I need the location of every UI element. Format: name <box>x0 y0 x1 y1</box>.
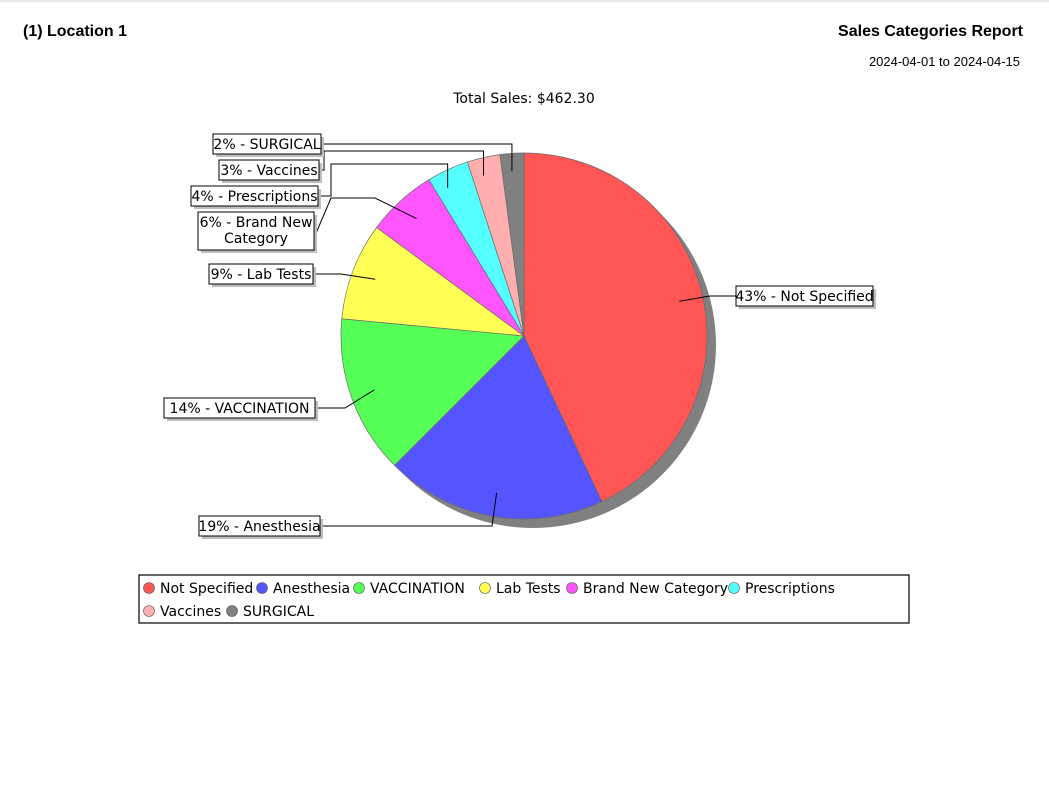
slice-label: 19% - Anesthesia <box>198 519 320 535</box>
legend-entry: Lab Tests <box>496 581 561 597</box>
legend-entry: SURGICAL <box>243 604 314 620</box>
report-title: Sales Categories Report <box>838 23 1023 40</box>
slice-label: 4% - Prescriptions <box>191 189 317 205</box>
label-box <box>208 263 314 285</box>
legend-marker <box>226 605 238 617</box>
slice-label: 43% - Not Specified <box>735 289 873 305</box>
legend-entry: Not Specified <box>160 581 253 597</box>
legend-entry: Prescriptions <box>745 581 835 597</box>
pie-slice-anesthesia <box>394 335 603 520</box>
label-leaders <box>313 143 736 527</box>
leader-line <box>313 197 417 239</box>
label-box <box>218 159 320 181</box>
slice-label: 9% - Lab Tests <box>211 267 312 283</box>
leader-line <box>318 163 449 197</box>
leader-line <box>679 295 736 302</box>
top-border <box>0 0 1049 2</box>
label-box <box>163 397 316 419</box>
legend-marker <box>353 582 365 594</box>
pie-slice-vaccination <box>340 318 525 466</box>
legend-entry: Anesthesia <box>273 581 350 597</box>
location-title: (1) Location 1 <box>23 23 128 40</box>
slice-label: 3% - Vaccines <box>220 163 317 179</box>
slice-label: 6% - Brand New <box>200 215 313 231</box>
legend-marker <box>256 582 268 594</box>
legend-marker <box>143 605 155 617</box>
date-range: 2024-04-01 to 2024-04-15 <box>868 54 1020 69</box>
label-box <box>735 285 874 307</box>
legend-box <box>138 574 910 624</box>
leader-line <box>321 143 513 172</box>
pie-slice-lab-tests <box>341 227 526 337</box>
label-box <box>190 185 319 207</box>
label-box <box>197 211 315 251</box>
leader-line <box>313 273 376 280</box>
legend-entry: VACCINATION <box>370 581 465 597</box>
pie-slices <box>340 152 708 520</box>
legend-entry: Brand New Category <box>583 581 728 597</box>
legend-marker <box>479 582 491 594</box>
slice-label: 14% - VACCINATION <box>170 401 310 417</box>
chart-title: Total Sales: $462.30 <box>452 91 594 107</box>
legend-marker <box>143 582 155 594</box>
label-box <box>212 133 322 155</box>
slice-label: 2% - SURGICAL <box>213 137 320 153</box>
legend-marker <box>566 582 578 594</box>
legend-entry: Vaccines <box>160 604 221 620</box>
pie-slice-not-specified <box>523 152 708 503</box>
legend: Not Specified Anesthesia VACCINATION Lab Te… <box>138 574 910 624</box>
legend-marker <box>728 582 740 594</box>
label-box <box>198 515 321 537</box>
leader-line <box>315 389 375 409</box>
slice-labels: 43% - Not Specified 19% - Anesthesia 14% -… <box>163 133 876 539</box>
leader-line <box>320 492 498 527</box>
slice-label: Category <box>224 231 288 247</box>
